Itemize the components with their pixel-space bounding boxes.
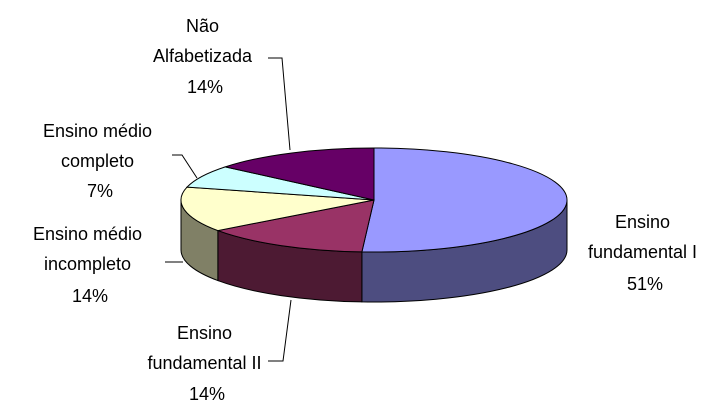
leader-line-fundamental-ii (268, 299, 292, 362)
leader-lines (165, 57, 292, 362)
label-nao-alfabetizada: Não Alfabetizada 14% (153, 16, 257, 97)
label-fundamental-i: Ensino fundamental I 51% (588, 212, 702, 294)
slice-ensino-medio-incompleto (180, 186, 375, 232)
pie-tops (180, 147, 568, 253)
label-medio-incompleto: Ensino médio incompleto 14% (33, 224, 147, 306)
pie-sides (180, 199, 568, 303)
slice-ensino-fundamental-i (361, 147, 568, 253)
label-medio-completo: Ensino médio completo 7% (43, 121, 157, 201)
label-fundamental-ii: Ensino fundamental II 14% (147, 323, 266, 404)
slice-nao-alfabetizada (223, 147, 375, 201)
slice-ensino-fundamental-ii (216, 199, 375, 253)
leader-line-nao-alfabetizada (268, 57, 291, 151)
leader-line-medio-completo (172, 154, 198, 179)
